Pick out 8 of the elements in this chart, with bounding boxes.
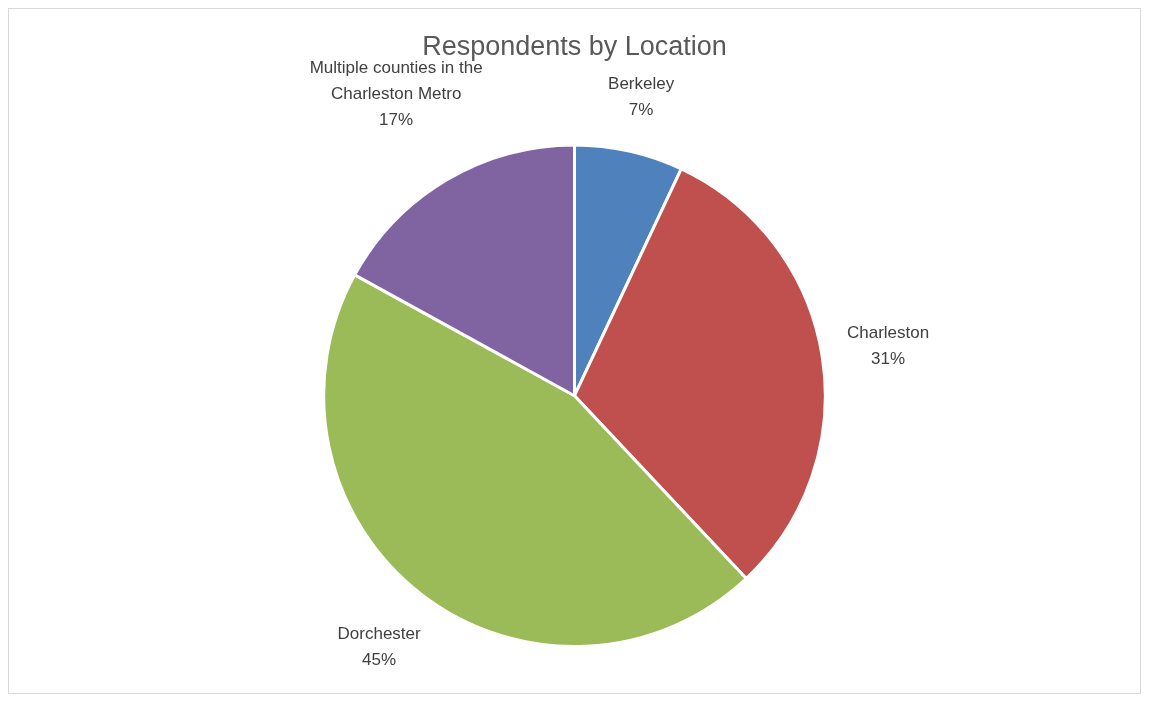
chart-title: Respondents by Location [422,30,727,61]
data-label: 45% [362,650,397,670]
data-label: 31% [871,348,906,368]
slice-label: Berkeley [608,74,675,94]
slice-label: Dorchester [337,624,421,644]
slice-label: Charleston [846,322,930,342]
data-label: 7% [628,100,654,120]
data-label: 17% [379,109,414,129]
